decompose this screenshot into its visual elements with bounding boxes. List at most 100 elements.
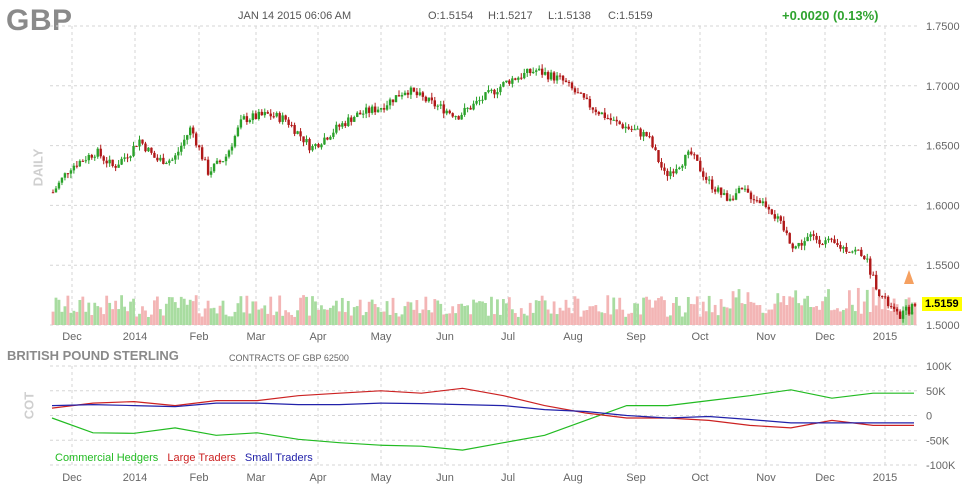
volume-bar [51, 311, 55, 325]
volume-bar [254, 301, 258, 325]
volume-bar [84, 311, 88, 325]
candle-body [728, 198, 732, 201]
price-month-label: Nov [756, 331, 776, 343]
volume-bar [865, 289, 869, 325]
candle-body [907, 306, 911, 315]
volume-bar [913, 302, 917, 325]
candle-body [359, 112, 362, 115]
legend-commercial: Commercial Hedgers [55, 452, 159, 464]
volume-bar [710, 312, 714, 325]
volume-bar [519, 308, 523, 325]
candle-body [200, 147, 204, 160]
candle-body [490, 89, 493, 91]
candle-body [93, 156, 96, 158]
candle-body [385, 105, 389, 110]
candle-body [314, 144, 317, 147]
volume-bar [90, 315, 94, 325]
candle-body [681, 165, 684, 168]
volume-bar [725, 307, 729, 325]
volume-bar [603, 313, 607, 325]
volume-bar [862, 301, 866, 325]
candle-body [168, 160, 171, 163]
volume-bar [275, 311, 279, 325]
volume-bar [388, 314, 392, 325]
candle-body [869, 258, 872, 275]
candle-body [633, 129, 636, 131]
volume-bar [496, 299, 499, 325]
volume-bar [839, 311, 842, 325]
volume-bar [612, 297, 616, 325]
volume-bar [173, 302, 177, 325]
candle-body [752, 199, 756, 201]
cot-label: COT [21, 391, 37, 420]
candle-body [493, 89, 496, 95]
candle-body [803, 241, 806, 246]
candle-body [588, 98, 592, 108]
candle-body [821, 244, 824, 246]
candle-body [526, 68, 529, 73]
candle-body [812, 234, 815, 236]
candle-body [66, 173, 70, 175]
candle-body [523, 72, 526, 79]
candle-body [191, 127, 195, 134]
volume-bar [782, 295, 786, 325]
volume-bar [871, 287, 875, 325]
candle-body [895, 308, 899, 312]
volume-bar [689, 303, 693, 325]
volume-bar [340, 297, 344, 325]
legend-small: Small Traders [244, 452, 313, 464]
price-month-label: Sep [626, 331, 646, 343]
volume-bar [713, 304, 717, 325]
candle-body [770, 209, 774, 215]
price-month-label: Dec [62, 331, 82, 343]
candle-body [860, 249, 863, 256]
candle-body [141, 139, 144, 144]
candle-body [520, 77, 523, 79]
volume-bar [54, 297, 58, 325]
volume-bar [552, 301, 556, 325]
candle-body [373, 106, 377, 113]
candle-body [347, 117, 350, 126]
candle-body [561, 75, 565, 81]
candle-body [81, 160, 85, 162]
volume-bar [704, 311, 708, 325]
candle-body [743, 188, 747, 190]
volume-bar [507, 297, 511, 325]
candle-body [209, 171, 213, 175]
volume-bar [770, 309, 774, 325]
volume-bar [209, 308, 213, 325]
volume-bar [415, 300, 419, 325]
candle-body [382, 108, 386, 110]
candle-body [144, 143, 147, 152]
volume-bar [153, 300, 156, 325]
volume-bar [880, 309, 884, 325]
candle-body [54, 188, 58, 193]
volume-bar [364, 311, 368, 325]
volume-bar [528, 302, 532, 325]
candle-body [445, 110, 448, 114]
candle-body [684, 154, 687, 166]
volume-bar [836, 308, 839, 325]
volume-bar [99, 307, 103, 325]
candle-body [809, 234, 812, 237]
volume-bar [144, 310, 147, 325]
candle-body [394, 95, 398, 103]
volume-bar [618, 297, 622, 325]
candle-body [326, 137, 329, 140]
price-month-label: 2015 [873, 331, 897, 343]
candle-body [63, 173, 67, 178]
price-month-axis: Dec 2014 Feb Mar Apr May Jun Jul Aug Sep Oct Nov Dec… [62, 331, 897, 343]
volume-bar [466, 305, 469, 325]
volume-bars [51, 287, 917, 325]
volume-bar [242, 312, 246, 325]
candle-body [439, 104, 442, 106]
candle-body [815, 235, 818, 240]
volume-bar [320, 305, 323, 325]
candle-body [630, 128, 633, 130]
volume-bar [60, 311, 64, 325]
volume-bar [677, 305, 681, 325]
volume-bar [200, 316, 204, 325]
volume-bar [129, 301, 132, 325]
volume-bar [305, 296, 308, 325]
volume-bar [293, 316, 296, 325]
